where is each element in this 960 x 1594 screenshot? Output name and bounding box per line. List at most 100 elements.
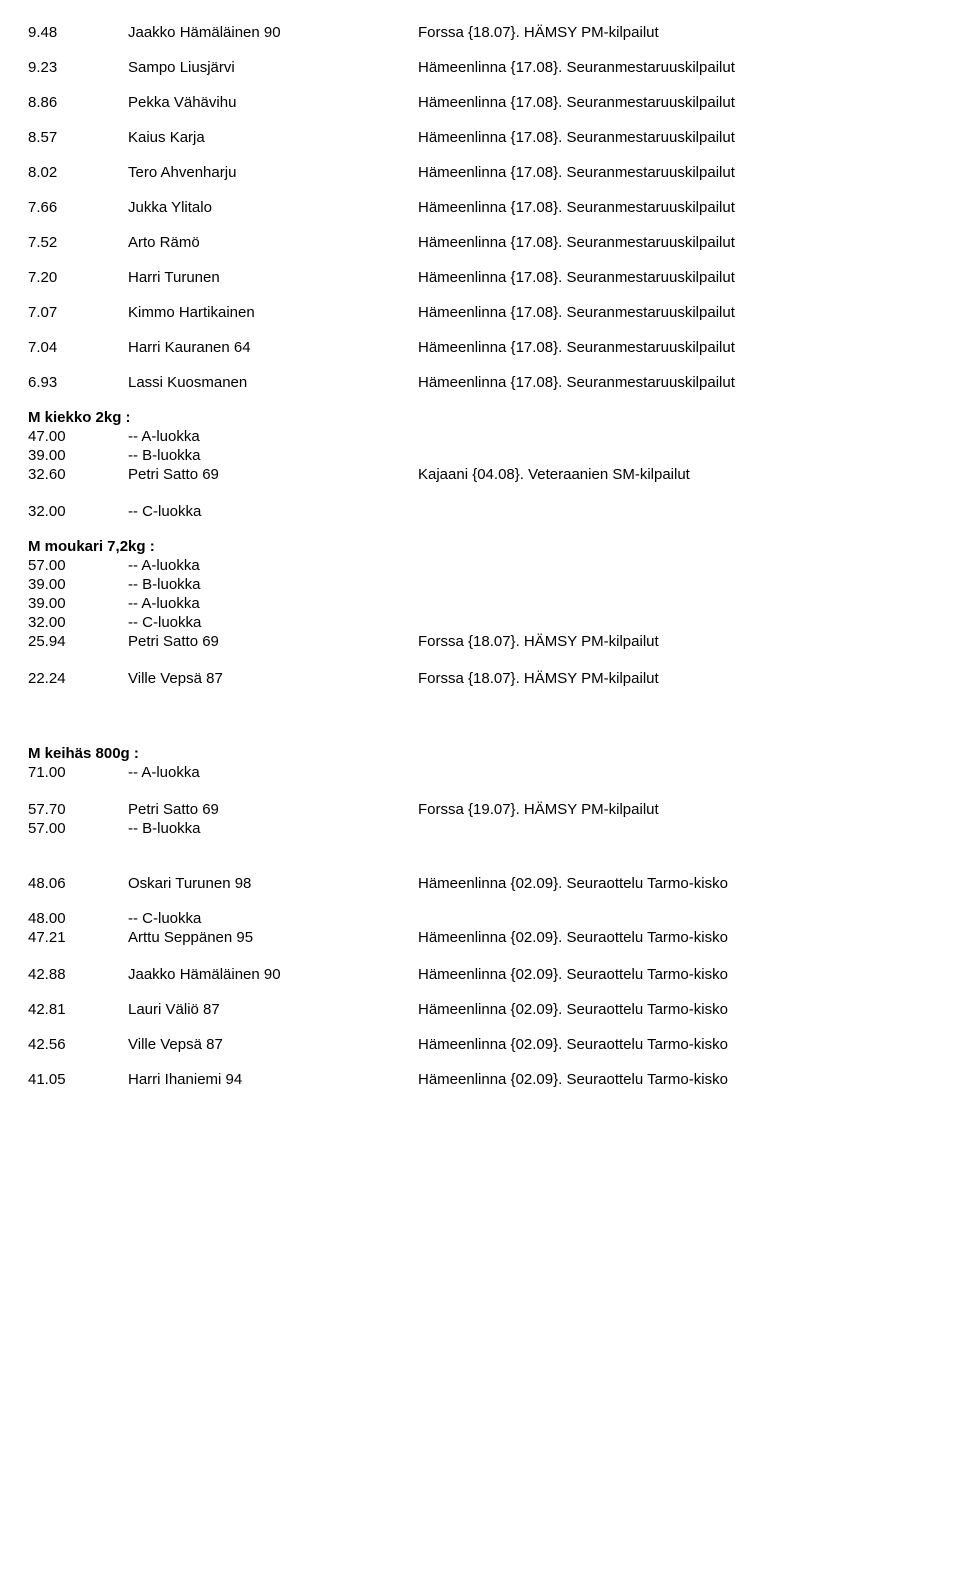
- result-event: [418, 557, 932, 574]
- result-row: 47.21Arttu Seppänen 95Hämeenlinna {02.09…: [28, 929, 932, 946]
- result-row: 8.02Tero AhvenharjuHämeenlinna {17.08}. …: [28, 164, 932, 181]
- result-row: 32.00-- C-luokka: [28, 614, 932, 631]
- result-name: Ville Vepsä 87: [128, 670, 418, 687]
- result-row: 71.00-- A-luokka: [28, 764, 932, 781]
- result-row: 25.94Petri Satto 69Forssa {18.07}. HÄMSY…: [28, 633, 932, 650]
- result-name: Harri Turunen: [128, 269, 418, 286]
- result-event: Hämeenlinna {17.08}. Seuranmestaruuskilp…: [418, 94, 932, 111]
- result-event: [418, 447, 932, 464]
- result-name: Harri Kauranen 64: [128, 339, 418, 356]
- result-value: 8.57: [28, 129, 128, 146]
- result-row: 32.00-- C-luokka: [28, 503, 932, 520]
- result-value: 6.93: [28, 374, 128, 391]
- result-row: 42.56Ville Vepsä 87Hämeenlinna {02.09}. …: [28, 1036, 932, 1053]
- result-row: 47.00-- A-luokka: [28, 428, 932, 445]
- section-title: M moukari 7,2kg :: [28, 538, 932, 555]
- result-event: [418, 576, 932, 593]
- result-row: 7.04Harri Kauranen 64Hämeenlinna {17.08}…: [28, 339, 932, 356]
- result-event: [418, 764, 932, 781]
- result-row: 41.05Harri Ihaniemi 94Hämeenlinna {02.09…: [28, 1071, 932, 1088]
- result-event: [418, 503, 932, 520]
- result-event: [418, 614, 932, 631]
- result-name: Jukka Ylitalo: [128, 199, 418, 216]
- result-event: Hämeenlinna {02.09}. Seuraottelu Tarmo-k…: [418, 1036, 932, 1053]
- result-name: Petri Satto 69: [128, 466, 418, 483]
- result-value: 7.07: [28, 304, 128, 321]
- result-value: 42.56: [28, 1036, 128, 1053]
- result-value: 57.70: [28, 801, 128, 818]
- result-name: Jaakko Hämäläinen 90: [128, 24, 418, 41]
- result-value: 57.00: [28, 557, 128, 574]
- result-value: 22.24: [28, 670, 128, 687]
- result-event: Hämeenlinna {02.09}. Seuraottelu Tarmo-k…: [418, 1071, 932, 1088]
- result-event: Forssa {18.07}. HÄMSY PM-kilpailut: [418, 24, 932, 41]
- result-value: 48.00: [28, 910, 128, 927]
- result-name: Lassi Kuosmanen: [128, 374, 418, 391]
- result-row: 7.66Jukka YlitaloHämeenlinna {17.08}. Se…: [28, 199, 932, 216]
- result-row: 9.48Jaakko Hämäläinen 90Forssa {18.07}. …: [28, 24, 932, 41]
- result-name: Jaakko Hämäläinen 90: [128, 966, 418, 983]
- result-event: Forssa {18.07}. HÄMSY PM-kilpailut: [418, 633, 932, 650]
- result-row: 48.00-- C-luokka: [28, 910, 932, 927]
- result-event: Hämeenlinna {17.08}. Seuranmestaruuskilp…: [418, 339, 932, 356]
- result-value: 47.21: [28, 929, 128, 946]
- result-row: 32.60Petri Satto 69Kajaani {04.08}. Vete…: [28, 466, 932, 483]
- result-value: 9.23: [28, 59, 128, 76]
- result-event: Hämeenlinna {17.08}. Seuranmestaruuskilp…: [418, 304, 932, 321]
- result-name: -- A-luokka: [128, 764, 418, 781]
- result-row: 42.81Lauri Väliö 87Hämeenlinna {02.09}. …: [28, 1001, 932, 1018]
- result-name: -- B-luokka: [128, 576, 418, 593]
- result-value: 71.00: [28, 764, 128, 781]
- result-event: Hämeenlinna {17.08}. Seuranmestaruuskilp…: [418, 374, 932, 391]
- result-event: [418, 820, 932, 837]
- spacer: [28, 839, 932, 875]
- result-name: Tero Ahvenharju: [128, 164, 418, 181]
- result-row: 22.24Ville Vepsä 87Forssa {18.07}. HÄMSY…: [28, 670, 932, 687]
- result-value: 39.00: [28, 595, 128, 612]
- result-name: -- A-luokka: [128, 595, 418, 612]
- result-row: 42.88Jaakko Hämäläinen 90Hämeenlinna {02…: [28, 966, 932, 983]
- result-name: Arttu Seppänen 95: [128, 929, 418, 946]
- section-title: M keihäs 800g :: [28, 745, 932, 762]
- result-row: 57.00-- B-luokka: [28, 820, 932, 837]
- result-row: 7.20Harri TurunenHämeenlinna {17.08}. Se…: [28, 269, 932, 286]
- result-event: Hämeenlinna {17.08}. Seuranmestaruuskilp…: [418, 59, 932, 76]
- result-row: 6.93Lassi KuosmanenHämeenlinna {17.08}. …: [28, 374, 932, 391]
- result-name: Petri Satto 69: [128, 633, 418, 650]
- result-name: Harri Ihaniemi 94: [128, 1071, 418, 1088]
- result-event: Forssa {19.07}. HÄMSY PM-kilpailut: [418, 801, 932, 818]
- result-name: -- C-luokka: [128, 614, 418, 631]
- result-value: 32.60: [28, 466, 128, 483]
- result-value: 25.94: [28, 633, 128, 650]
- result-name: Sampo Liusjärvi: [128, 59, 418, 76]
- result-value: 8.02: [28, 164, 128, 181]
- result-event: Hämeenlinna {02.09}. Seuraottelu Tarmo-k…: [418, 966, 932, 983]
- result-name: -- C-luokka: [128, 503, 418, 520]
- result-value: 7.20: [28, 269, 128, 286]
- result-value: 57.00: [28, 820, 128, 837]
- result-row: 7.07Kimmo HartikainenHämeenlinna {17.08}…: [28, 304, 932, 321]
- result-event: Forssa {18.07}. HÄMSY PM-kilpailut: [418, 670, 932, 687]
- result-name: -- A-luokka: [128, 428, 418, 445]
- spacer: [28, 783, 932, 801]
- result-name: -- B-luokka: [128, 447, 418, 464]
- result-event: Hämeenlinna {02.09}. Seuraottelu Tarmo-k…: [418, 1001, 932, 1018]
- section-title: M kiekko 2kg :: [28, 409, 932, 426]
- result-value: 9.48: [28, 24, 128, 41]
- result-name: Arto Rämö: [128, 234, 418, 251]
- result-row: 48.06Oskari Turunen 98Hämeenlinna {02.09…: [28, 875, 932, 892]
- result-name: Kimmo Hartikainen: [128, 304, 418, 321]
- result-event: Hämeenlinna {17.08}. Seuranmestaruuskilp…: [418, 269, 932, 286]
- result-name: -- C-luokka: [128, 910, 418, 927]
- result-name: Lauri Väliö 87: [128, 1001, 418, 1018]
- result-event: Hämeenlinna {02.09}. Seuraottelu Tarmo-k…: [418, 875, 932, 892]
- result-name: Ville Vepsä 87: [128, 1036, 418, 1053]
- result-name: -- A-luokka: [128, 557, 418, 574]
- result-row: 8.86Pekka VähävihuHämeenlinna {17.08}. S…: [28, 94, 932, 111]
- result-event: Hämeenlinna {17.08}. Seuranmestaruuskilp…: [418, 234, 932, 251]
- result-event: Kajaani {04.08}. Veteraanien SM-kilpailu…: [418, 466, 932, 483]
- result-row: 39.00-- B-luokka: [28, 576, 932, 593]
- result-row: 39.00-- A-luokka: [28, 595, 932, 612]
- result-value: 8.86: [28, 94, 128, 111]
- result-value: 42.88: [28, 966, 128, 983]
